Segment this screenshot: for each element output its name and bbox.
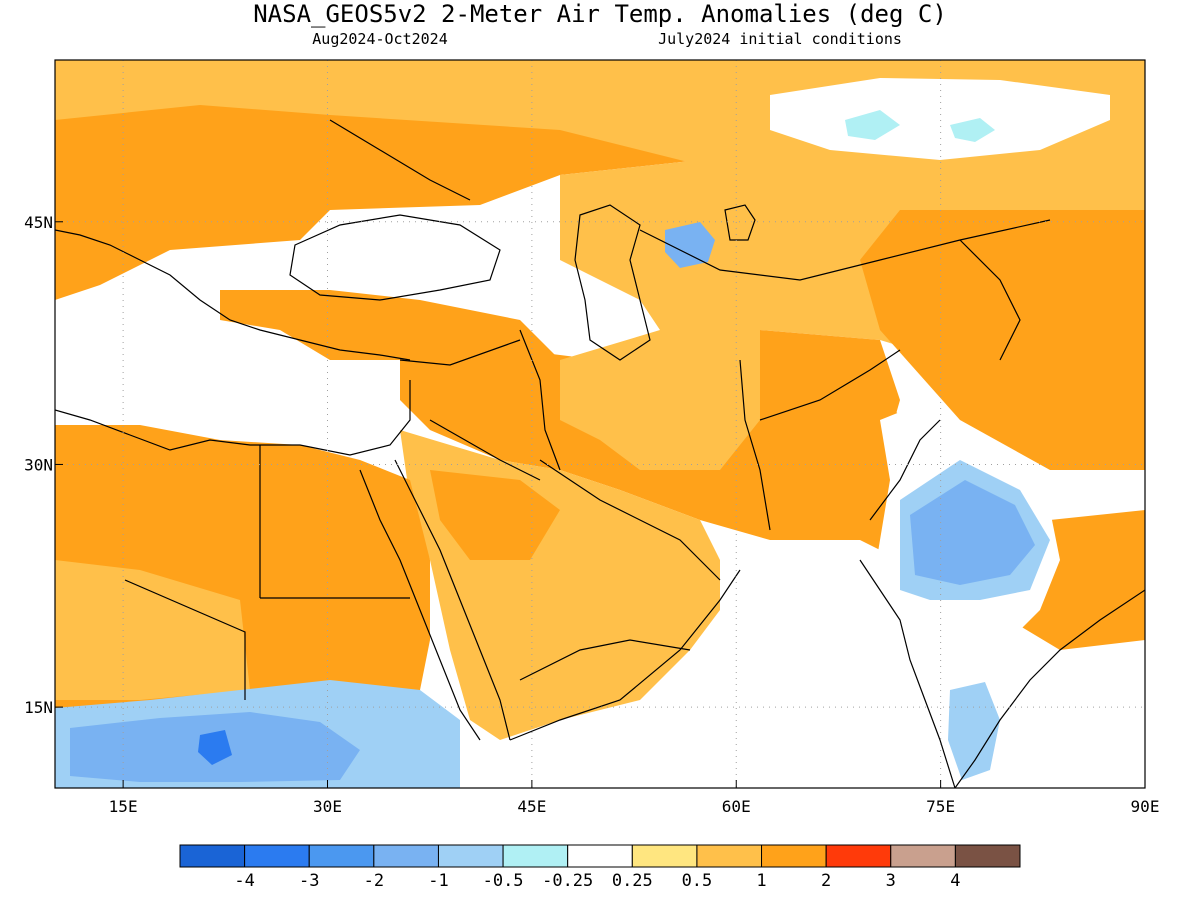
border-libya-chad <box>124 579 246 700</box>
colorbar: -4 -3 -2 -1 -0.5 -0.25 0.25 0.5 1 2 3 4 <box>179 844 1021 891</box>
coast-caspian-sea <box>574 204 651 361</box>
border-saudi-yemen <box>519 639 691 681</box>
field-libya-light <box>55 560 250 700</box>
field-siberia-neutral <box>770 78 1110 160</box>
coast-persian-gulf <box>539 459 721 581</box>
colorbar-swatch <box>502 844 569 868</box>
map-panel <box>55 60 1145 788</box>
field-south-india-cool <box>948 682 1000 780</box>
coast-india-west <box>859 559 956 788</box>
lon-tick-label: 60E <box>722 797 751 816</box>
colorbar-swatch <box>954 844 1021 868</box>
latitude-axis: 15N 30N 45N <box>24 213 63 717</box>
field-india-cool <box>910 480 1035 585</box>
initial-conditions: July2024 initial conditions <box>658 30 902 48</box>
lon-tick-label: 75E <box>926 797 955 816</box>
lon-tick-label: 15E <box>109 797 138 816</box>
border-kazakhstan <box>639 219 1051 281</box>
lon-tick-label: 30E <box>313 797 342 816</box>
border-turkey-syria <box>399 339 521 366</box>
colorbar-swatch <box>179 844 246 868</box>
colorbar-label: 0.5 <box>682 871 713 891</box>
border-saudi-iraq <box>429 419 541 481</box>
coast-red-sea-east <box>394 459 511 741</box>
coast-mediterranean-north <box>55 229 411 361</box>
coast-india-east <box>954 589 1145 788</box>
border-iran-iraq <box>519 329 561 471</box>
coast-arabia-south <box>509 569 741 741</box>
country-borders-layer <box>124 119 1051 700</box>
colorbar-swatch <box>244 844 310 868</box>
lat-tick-label: 30N <box>24 455 53 474</box>
border-russia-ukraine <box>329 119 471 201</box>
coastlines-layer <box>55 204 1145 788</box>
lon-tick-label: 90E <box>1131 797 1160 816</box>
coast-black-sea <box>289 214 501 301</box>
colorbar-swatch <box>825 844 892 868</box>
colorbar-label: -2 <box>364 871 384 891</box>
border-china-kazakh <box>959 239 1021 361</box>
field-tibet-warm <box>860 210 1145 470</box>
coast-north-africa <box>55 380 411 456</box>
colorbar-label: -3 <box>299 871 319 891</box>
colorbar-swatch <box>696 844 763 868</box>
anomaly-field-layer <box>55 60 1145 788</box>
map-frame <box>54 59 1146 789</box>
colorbar-label: -0.5 <box>483 871 524 891</box>
colorbar-swatch <box>437 844 504 868</box>
coast-aral-sea <box>724 204 756 241</box>
map-title: NASA_GEOS5v2 2-Meter Air Temp. Anomalies… <box>253 0 947 28</box>
colorbar-swatch <box>890 844 956 868</box>
colorbar-label: 4 <box>950 871 960 891</box>
colorbar-swatch <box>761 844 827 868</box>
colorbar-swatch <box>308 844 375 868</box>
colorbar-label: -4 <box>234 871 254 891</box>
colorbar-label: -1 <box>428 871 448 891</box>
colorbar-swatch <box>631 844 698 868</box>
field-arabia-core <box>430 470 560 560</box>
colorbar-label: 1 <box>756 871 766 891</box>
border-india-pakistan <box>869 419 941 521</box>
colorbar-swatch <box>567 844 633 868</box>
longitude-axis: 15E 30E 45E 60E 75E 90E <box>109 780 1160 816</box>
field-siberia-cool <box>845 110 900 140</box>
coast-red-sea-west <box>359 469 481 741</box>
colorbar-label: -0.25 <box>542 871 593 891</box>
colorbar-swatch <box>373 844 439 868</box>
colorbar-label: 2 <box>821 871 831 891</box>
border-afghan-pakistan <box>759 349 901 421</box>
lat-tick-label: 15N <box>24 698 53 717</box>
field-siberia-cool-2 <box>950 118 995 142</box>
lon-tick-label: 45E <box>517 797 546 816</box>
field-sahel-cold-spot <box>198 730 232 765</box>
lat-tick-label: 45N <box>24 213 53 232</box>
forecast-period: Aug2024-Oct2024 <box>312 30 447 48</box>
graticule-layer <box>55 60 1145 788</box>
colorbar-label: 0.25 <box>612 871 653 891</box>
colorbar-label: 3 <box>886 871 896 891</box>
field-afghan-warm <box>560 330 760 470</box>
field-kazakhstan-cool <box>665 222 715 268</box>
border-iran-afghan <box>739 359 771 531</box>
